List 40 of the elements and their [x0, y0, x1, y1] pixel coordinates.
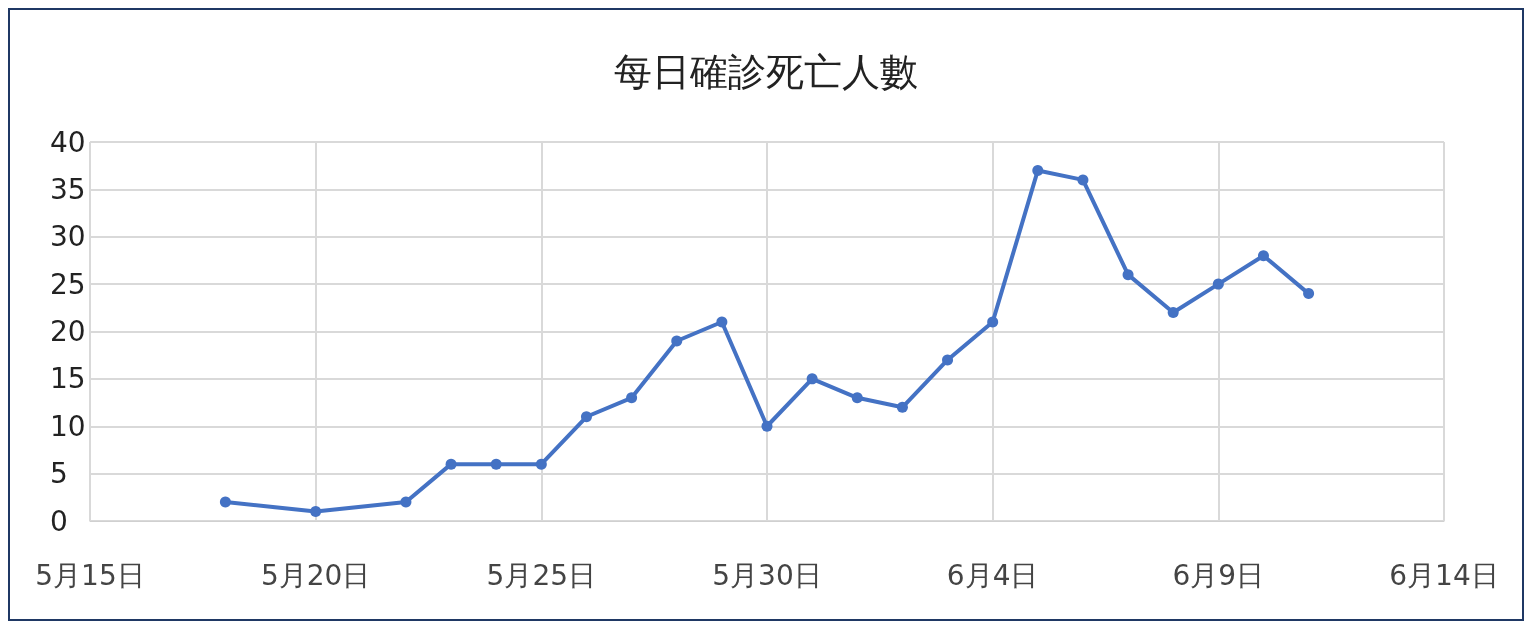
y-tick-label: 30 [50, 220, 86, 254]
point [987, 316, 999, 328]
x-tick-label: 6月9日 [1172, 558, 1265, 592]
x-tick-label: 5月25日 [486, 558, 597, 592]
x-tick-label: 6月4日 [946, 558, 1039, 592]
point [1032, 164, 1044, 176]
point [671, 335, 683, 347]
y-tick-label: 40 [50, 125, 86, 159]
point [1303, 288, 1315, 300]
point [896, 401, 908, 413]
x-tick-label: 5月20日 [260, 558, 371, 592]
y-tick-label: 0 [50, 504, 68, 538]
x-tick-label: 6月14日 [1389, 558, 1499, 592]
y-tick-label: 20 [50, 315, 86, 348]
point [1122, 269, 1134, 281]
point [942, 354, 954, 366]
y-tick-label: 10 [50, 409, 86, 443]
y-tick-label: 5 [50, 457, 68, 491]
point [535, 458, 547, 470]
y-tick-label: 35 [50, 172, 86, 206]
point [580, 411, 592, 423]
y-tick-label: 15 [50, 362, 86, 396]
point [310, 506, 322, 518]
point [1257, 250, 1269, 262]
point [1077, 174, 1089, 186]
point [445, 458, 457, 470]
point [761, 420, 773, 432]
y-tick-label: 25 [50, 267, 86, 301]
point [716, 316, 728, 328]
x-tick-label: 5月15日 [35, 558, 145, 592]
point [400, 496, 412, 508]
point [490, 458, 502, 470]
point [1167, 307, 1179, 319]
point [219, 496, 231, 508]
x-tick-label: 5月30日 [712, 558, 822, 592]
point [851, 392, 863, 404]
point [626, 392, 638, 404]
point [806, 373, 818, 385]
chart-title: 每日確診死亡人數 [614, 50, 918, 94]
point [1212, 278, 1224, 290]
